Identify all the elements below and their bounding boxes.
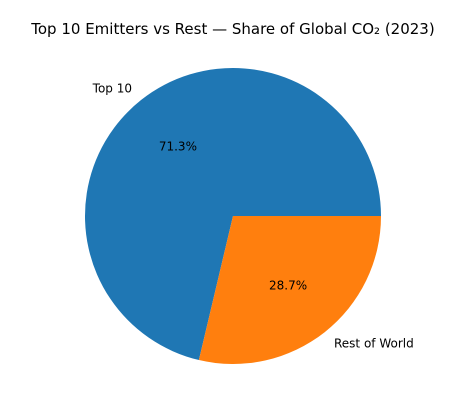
chart-title: Top 10 Emitters vs Rest — Share of Globa… <box>30 20 434 38</box>
pie-pct-label-1: 28.7% <box>269 279 307 293</box>
pie-category-label-1: Rest of World <box>334 337 414 351</box>
pie-labels: 71.3% Top 10 28.7% Rest of World <box>92 81 414 350</box>
pie-slice-1 <box>198 216 381 364</box>
pie-slice-0 <box>85 68 382 361</box>
pie-slices <box>85 68 382 364</box>
pie-category-label-0: Top 10 <box>92 81 132 95</box>
pie-pct-label-0: 71.3% <box>159 139 197 153</box>
